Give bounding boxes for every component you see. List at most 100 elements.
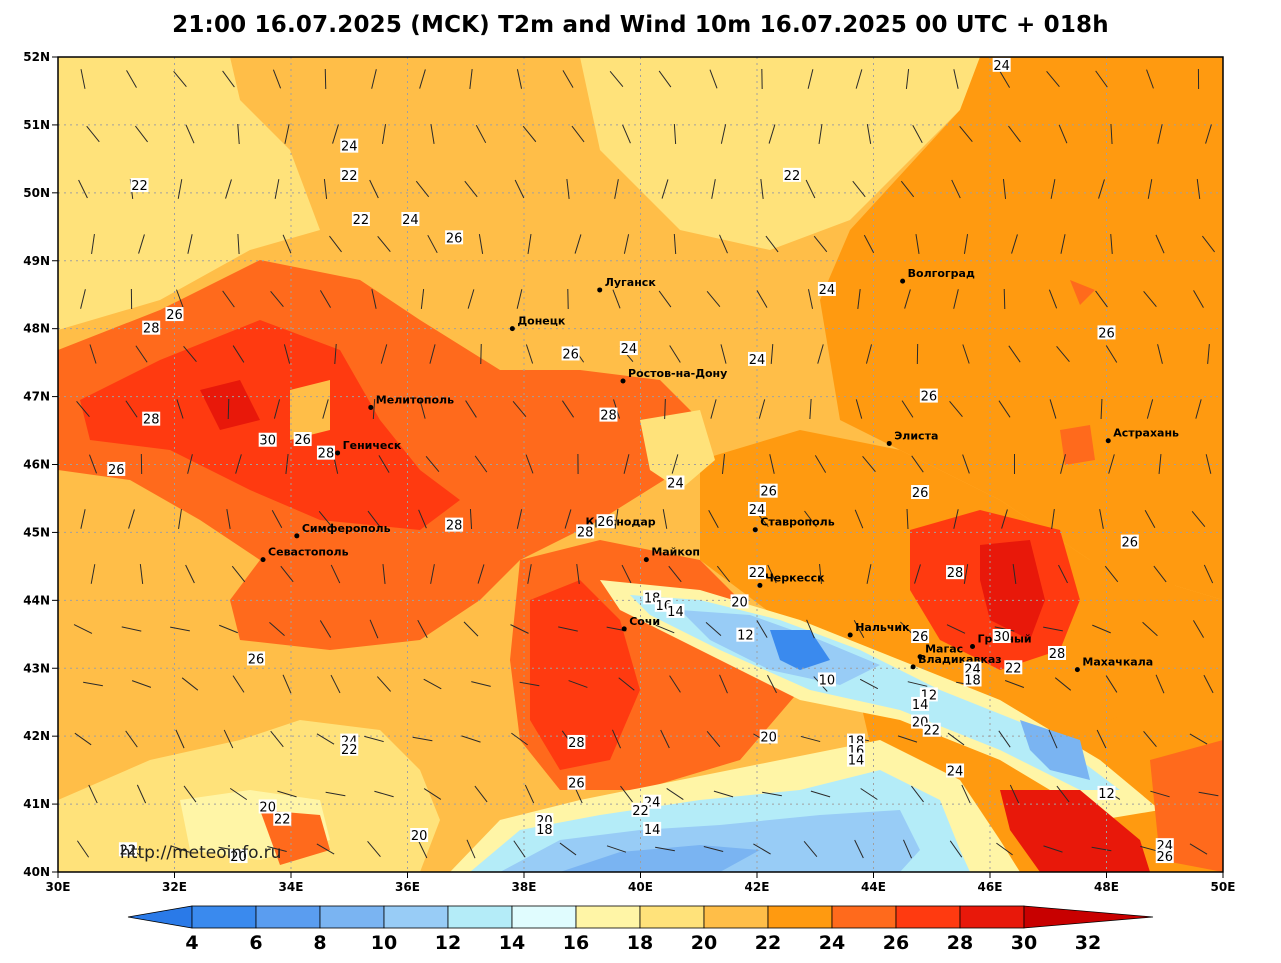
wind-barb	[464, 180, 478, 198]
contour-label: 26	[1155, 849, 1174, 865]
contour-label-text: 24	[402, 213, 419, 228]
wind-barb	[177, 179, 183, 199]
contour-label-text: 28	[143, 322, 160, 337]
contour-label-text: 18	[964, 673, 981, 688]
contour-label-bg	[911, 485, 930, 500]
contour-label: 20	[258, 799, 277, 815]
wind-barb	[283, 344, 291, 364]
wind-barb	[574, 234, 582, 254]
wind-barb	[1043, 626, 1063, 632]
city-dot	[910, 664, 916, 670]
wind-barb	[467, 289, 475, 309]
city-dot	[509, 326, 515, 332]
wind-barb	[756, 620, 768, 638]
contour-label-text: 28	[600, 409, 617, 424]
wind-barb	[866, 564, 872, 584]
city-dot	[597, 287, 603, 293]
contour-label: 22	[340, 741, 359, 758]
lat-label: 42N	[23, 729, 50, 743]
wind-barb	[1144, 510, 1156, 528]
colorbar-tick-label: 22	[755, 932, 781, 954]
wind-barb	[377, 235, 391, 253]
contour-label-text: 14	[848, 754, 865, 769]
colorbar-tick-label: 18	[627, 932, 653, 954]
wind-barb	[655, 846, 675, 852]
contour-label: 28	[946, 565, 965, 581]
wind-barb	[1189, 733, 1208, 745]
wind-barb	[855, 399, 863, 419]
latitude-labels: 52N 51N 50N 49N 48N 47N 46N 45N 44N 43N 42N 41N 40N	[23, 50, 58, 879]
contour-label: 24	[748, 351, 766, 368]
wind-barb	[953, 509, 959, 529]
city-label: Владикавказ	[918, 653, 1002, 666]
contour-label: 22	[340, 167, 359, 184]
wind-barb	[669, 345, 681, 363]
colorbar: 4 6 8 10 12 14 16 18 20 22 24 26 28 30 32	[127, 905, 1154, 954]
colorbar-tick-label: 26	[883, 932, 909, 954]
contour-label: 26	[567, 775, 586, 792]
wind-barb	[274, 179, 280, 199]
contour-label: 26	[561, 346, 580, 362]
wind-barb	[1048, 729, 1058, 749]
city-dot	[900, 278, 906, 284]
wind-barb	[1143, 290, 1157, 308]
map-title: 21:00 16.07.2025 (MCK) T2m and Wind 10m …	[172, 12, 1109, 38]
city-dot	[621, 626, 627, 632]
wind-barb	[229, 787, 248, 801]
city-dot	[260, 557, 266, 563]
wind-barb	[623, 234, 630, 254]
contour-label-bg	[911, 629, 930, 644]
wind-barb	[1046, 71, 1060, 87]
wind-barb	[962, 344, 970, 364]
wind-barb	[716, 565, 731, 583]
contour-label: 18	[535, 821, 554, 838]
contour-label: 10	[817, 672, 836, 688]
wind-barb	[713, 790, 734, 798]
wind-barb	[316, 843, 335, 855]
wind-barb	[623, 454, 630, 474]
contour-label: 22	[748, 565, 766, 581]
colorbar-tick-label: 4	[185, 932, 198, 954]
contour-label-bg	[142, 411, 161, 426]
wind-barb	[226, 509, 231, 529]
wind-barb	[664, 398, 666, 420]
contour-label-text: 28	[1049, 647, 1066, 662]
wind-barb	[1012, 564, 1017, 584]
contour-label-bg	[567, 734, 586, 749]
contour-label: 14	[666, 603, 685, 620]
contour-label: 20	[730, 594, 749, 610]
wind-barb	[1008, 125, 1021, 143]
contour-label-text: 24	[819, 283, 836, 298]
contour-label-text: 22	[749, 566, 766, 581]
wind-barbs	[73, 68, 1219, 859]
wind-barb	[996, 842, 1013, 856]
wind-barb	[1108, 454, 1115, 474]
wind-barb	[671, 454, 679, 474]
wind-barb	[89, 454, 97, 474]
wind-barb	[612, 289, 621, 309]
city-dot	[886, 440, 892, 446]
wind-barb	[1192, 620, 1205, 638]
city-dot	[368, 404, 374, 410]
wind-barb	[91, 234, 95, 254]
contour-label-text: 26	[1122, 536, 1139, 551]
wind-barb	[1003, 288, 1006, 310]
wind-barb	[419, 69, 426, 89]
wind-barb	[90, 564, 96, 584]
contour-label: 28	[142, 411, 161, 428]
contour-label-text: 14	[667, 605, 684, 620]
wind-barb	[380, 344, 388, 364]
wind-barb	[1147, 179, 1153, 199]
wind-barb	[1054, 677, 1072, 691]
wind-barb	[949, 401, 963, 417]
wind-barb	[852, 180, 866, 198]
wind-barb	[1058, 564, 1068, 584]
contour-label: 22	[782, 167, 801, 184]
wind-barb	[185, 124, 195, 144]
longitude-labels: 30E 32E 34E 36E 38E 40E 42E 44E 46E 48E 50E	[46, 872, 1235, 894]
contour-label-bg	[946, 565, 965, 580]
wind-barb	[1196, 179, 1201, 199]
contour-label-bg	[666, 603, 685, 618]
city-dot	[294, 533, 300, 539]
contour-label: 22	[631, 802, 650, 819]
